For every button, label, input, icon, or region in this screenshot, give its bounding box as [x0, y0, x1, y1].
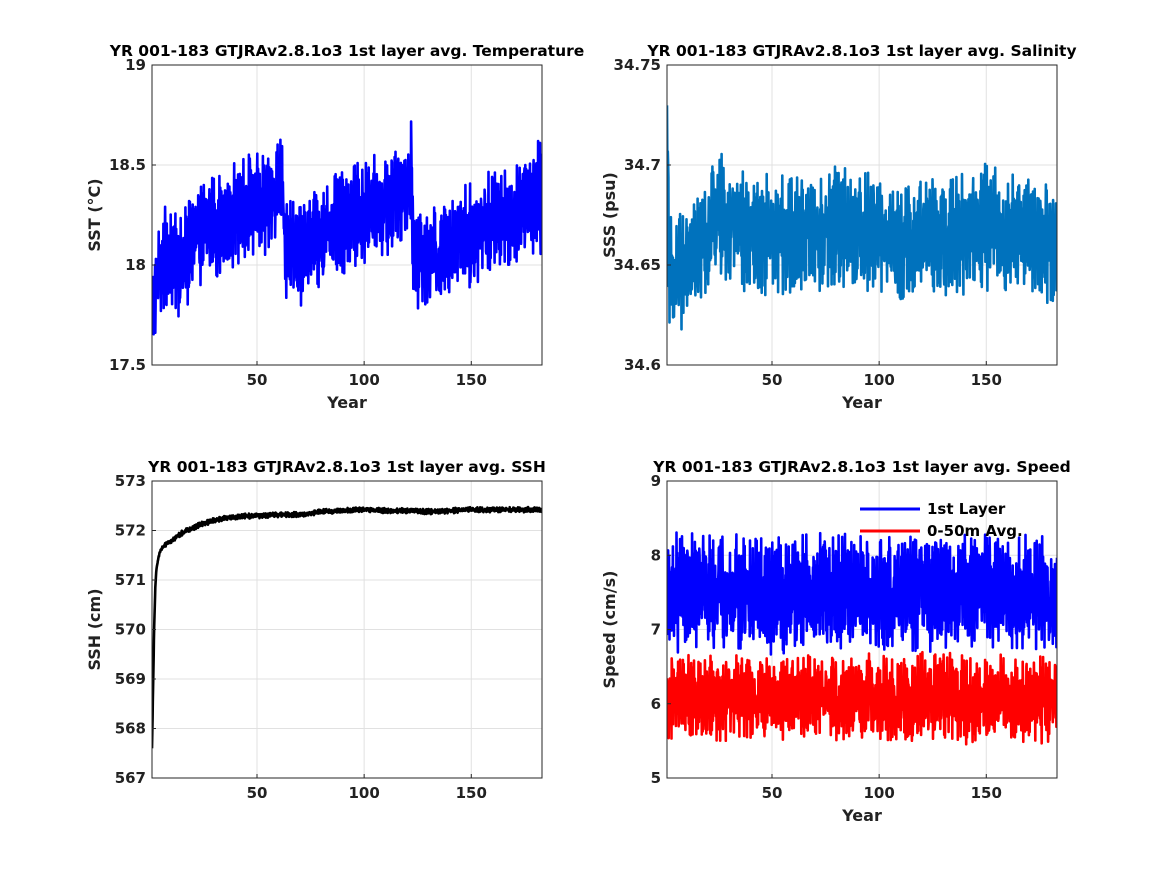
series-line-0-50m-avg- — [667, 650, 1057, 746]
x-tick-label: 100 — [863, 371, 894, 389]
x-tick-label: 100 — [863, 784, 894, 802]
axes-box — [151, 64, 543, 366]
y-axis-label: SSS (psu) — [600, 172, 619, 258]
y-tick-label: 568 — [115, 720, 146, 738]
y-axis-label: SSH (cm) — [85, 588, 104, 670]
y-tick-label: 9 — [651, 472, 661, 490]
chart-panel-4: 50 100 150 5 6 7 8 9YR 001-183 GTJRAv2.8.1o3 1s… — [600, 458, 1071, 825]
x-tick-label: 50 — [762, 784, 783, 802]
x-axis-label: Year — [841, 393, 882, 412]
y-tick-label: 5 — [651, 769, 661, 787]
series-line — [152, 120, 542, 336]
x-axis-label: Year — [841, 806, 882, 825]
x-tick-label: 100 — [348, 784, 379, 802]
y-axis-label: SST (°C) — [85, 178, 104, 251]
series-line — [667, 105, 1057, 331]
y-tick-label: 570 — [115, 621, 146, 639]
chart-title: YR 001-183 GTJRAv2.8.1o3 1st layer avg. … — [109, 42, 585, 60]
legend: 1st Layer 0-50m Avg. — [860, 500, 1023, 540]
series-line-1st-layer — [667, 531, 1057, 656]
y-tick-label: 34.7 — [624, 156, 661, 174]
y-tick-label: 567 — [115, 769, 146, 787]
x-tick-label: 150 — [456, 784, 487, 802]
x-tick-label: 150 — [456, 371, 487, 389]
chart-title: YR 001-183 GTJRAv2.8.1o3 1st layer avg. … — [646, 42, 1076, 60]
y-axis-label: Speed (cm/s) — [600, 571, 619, 689]
y-tick-label: 7 — [651, 621, 661, 639]
y-tick-label: 6 — [651, 695, 661, 713]
legend-label: 1st Layer — [927, 500, 1006, 518]
axes-box — [666, 64, 1058, 366]
y-tick-label: 34.65 — [614, 256, 661, 274]
y-tick-label: 8 — [651, 546, 661, 564]
y-tick-label: 571 — [115, 571, 146, 589]
x-tick-label: 50 — [247, 371, 268, 389]
y-tick-label: 18.5 — [109, 156, 146, 174]
x-axis-label: Year — [326, 393, 367, 412]
y-tick-label: 19 — [125, 56, 146, 74]
series-line — [152, 505, 542, 749]
x-tick-label: 50 — [247, 784, 268, 802]
legend-label: 0-50m Avg. — [927, 522, 1023, 540]
x-tick-label: 100 — [348, 371, 379, 389]
y-tick-label: 572 — [115, 522, 146, 540]
y-tick-label: 569 — [115, 670, 146, 688]
y-tick-label: 34.75 — [614, 56, 661, 74]
x-tick-label: 150 — [971, 371, 1002, 389]
chart-title: YR 001-183 GTJRAv2.8.1o3 1st layer avg. … — [652, 458, 1070, 476]
y-tick-label: 34.6 — [624, 356, 661, 374]
chart-title: YR 001-183 GTJRAv2.8.1o3 1st layer avg. … — [147, 458, 546, 476]
y-tick-label: 17.5 — [109, 356, 146, 374]
y-tick-label: 18 — [125, 256, 146, 274]
x-tick-label: 50 — [762, 371, 783, 389]
x-tick-label: 150 — [971, 784, 1002, 802]
y-tick-label: 573 — [115, 472, 146, 490]
grid — [152, 480, 542, 779]
